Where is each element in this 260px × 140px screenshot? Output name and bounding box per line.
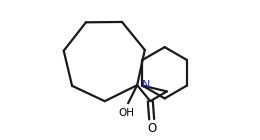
- Text: O: O: [147, 122, 156, 135]
- Text: N: N: [142, 80, 150, 90]
- Text: OH: OH: [119, 108, 135, 118]
